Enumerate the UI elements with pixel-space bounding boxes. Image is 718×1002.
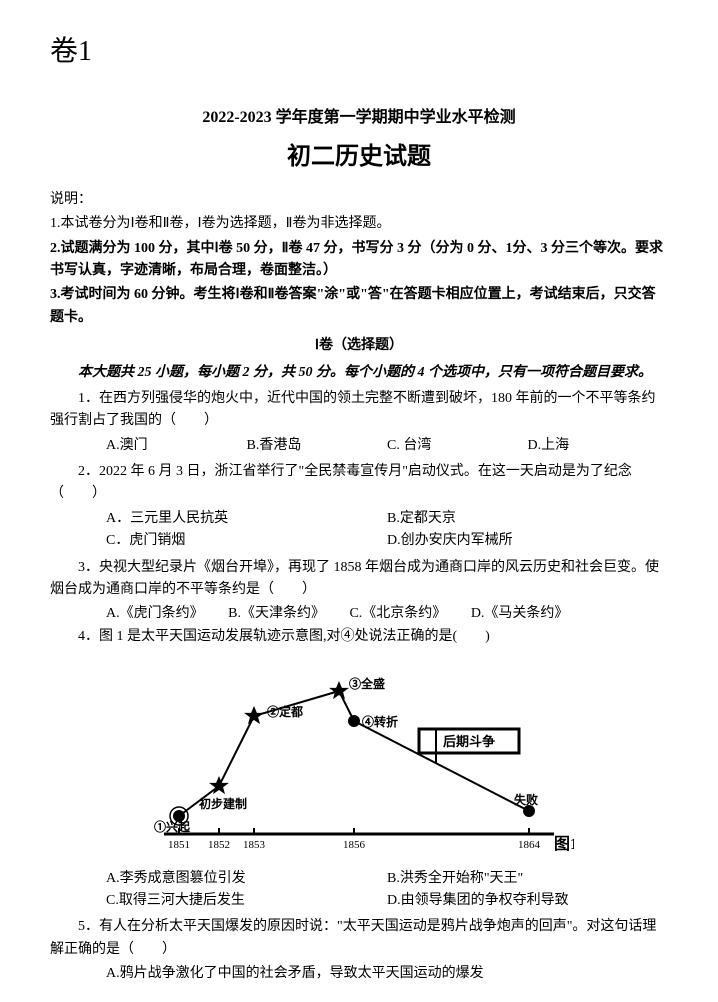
label-n4: ③全盛: [349, 676, 385, 691]
year-1856: 1856: [343, 839, 366, 851]
year-1852: 1852: [208, 839, 230, 851]
figure-1: 后期斗争 ①兴起 初步建制 ②定都 ③全盛 ④转折 失败 1851 1852 1…: [50, 656, 668, 859]
question-1-options: A.澳门 B.香港岛 C. 台湾 D.上海: [50, 435, 668, 457]
question-4-options: A.李秀成意图篡位引发 B.洪秀全开始称"天王" C.取得三河大捷后发生 D.由…: [50, 868, 668, 913]
q2-opt-d: D.创办安庆内军械所: [387, 530, 668, 552]
exam-title-line2: 初二历史试题: [50, 138, 668, 176]
question-5-options: A.鸦片战争激化了中国的社会矛盾，导致太平天国运动的爆发: [50, 963, 668, 985]
q3-opt-d: D.《马关条约》: [471, 606, 569, 621]
node-turn: [348, 715, 360, 727]
question-4: 4．图 1 是太平天国运动发展轨迹示意图,对④处说法正确的是( ): [50, 626, 668, 648]
instruction-1: 1.本试卷分为Ⅰ卷和Ⅱ卷，Ⅰ卷为选择题，Ⅱ卷为非选择题。: [50, 213, 668, 235]
q2-opt-b: B.定都天京: [387, 508, 668, 530]
instruction-2: 2.试题满分为 100 分，其中Ⅰ卷 50 分，Ⅱ卷 47 分，书写分 3 分（…: [50, 238, 668, 283]
q4-opt-c: C.取得三河大捷后发生: [106, 890, 387, 912]
label-n1: ①兴起: [154, 819, 191, 834]
question-5: 5．有人在分析太平天国爆发的原因时说："太平天国运动是鸦片战争炮声的回声"。对这…: [50, 916, 668, 961]
label-n3: ②定都: [267, 704, 303, 719]
instructions-label: 说明：: [50, 189, 668, 211]
q4-opt-d: D.由领导集团的争权夺利导致: [387, 890, 668, 912]
volume-label: 卷1: [50, 30, 668, 75]
question-1: 1．在西方列强侵华的炮火中，近代中国的领土完整不断遭到破坏，180 年前的一个不…: [50, 388, 668, 433]
q2-opt-a: A．三元里人民抗英: [106, 508, 387, 530]
label-n2: 初步建制: [199, 796, 247, 811]
section1-header: Ⅰ卷（选择题）: [50, 335, 668, 357]
figure-1-svg: 后期斗争 ①兴起 初步建制 ②定都 ③全盛 ④转折 失败 1851 1852 1…: [144, 656, 574, 851]
question-3: 3．央视大型纪录片《烟台开埠》，再现了 1858 年烟台成为通商口岸的风云历史和…: [50, 557, 668, 602]
q3-opt-b: B.《天津条约》: [228, 606, 318, 621]
question-2-options: A．三元里人民抗英 B.定都天京 C．虎门销烟 D.创办安庆内军械所: [50, 508, 668, 553]
q4-opt-b: B.洪秀全开始称"天王": [387, 868, 668, 890]
q5-opt-a: A.鸦片战争激化了中国的社会矛盾，导致太平天国运动的爆发: [106, 966, 484, 981]
instructions-block: 说明： 1.本试卷分为Ⅰ卷和Ⅱ卷，Ⅰ卷为选择题，Ⅱ卷为非选择题。 2.试题满分为…: [50, 189, 668, 329]
star-3: [329, 681, 349, 699]
question-2: 2．2022 年 6 月 3 日，浙江省举行了"全民禁毒宣传月"启动仪式。在这一…: [50, 461, 668, 506]
box-label: 后期斗争: [443, 734, 495, 749]
q1-opt-d: D.上海: [528, 435, 669, 457]
star-2: [244, 706, 264, 724]
label-n6: 失败: [514, 792, 538, 807]
exam-title-line1: 2022-2023 学年度第一学期期中学业水平检测: [50, 105, 668, 131]
q3-opt-a: A.《虎门条约》: [106, 606, 197, 621]
instruction-3: 3.考试时间为 60 分钟。考生将Ⅰ卷和Ⅱ卷答案"涂"或"答"在答题卡相应位置上…: [50, 284, 668, 329]
label-n5: ④转折: [362, 714, 398, 729]
year-1853: 1853: [243, 839, 266, 851]
q1-opt-b: B.香港岛: [247, 435, 388, 457]
q4-opt-a: A.李秀成意图篡位引发: [106, 868, 387, 890]
year-1851: 1851: [168, 839, 190, 851]
q2-opt-c: C．虎门销烟: [106, 530, 387, 552]
section1-intro: 本大题共 25 小题，每小题 2 分，共 50 分。每个小题的 4 个选项中，只…: [50, 362, 668, 384]
year-1864: 1864: [518, 839, 541, 851]
figure-label: 图1: [554, 835, 574, 851]
q3-opt-c: C.《北京条约》: [349, 606, 439, 621]
question-3-options: A.《虎门条约》 B.《天津条约》 C.《北京条约》 D.《马关条约》: [50, 603, 668, 625]
q1-opt-a: A.澳门: [106, 435, 247, 457]
q1-opt-c: C. 台湾: [387, 435, 528, 457]
